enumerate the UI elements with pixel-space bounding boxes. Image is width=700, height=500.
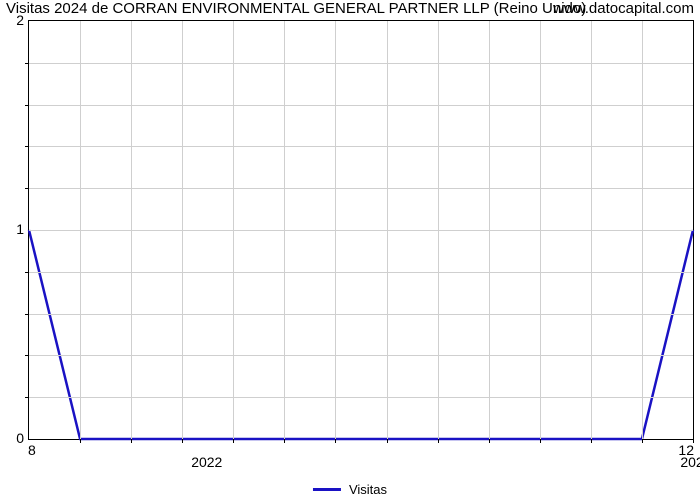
x-tick-label: 2022 xyxy=(191,454,222,470)
grid-line-horizontal xyxy=(29,146,693,147)
x-minor-tick xyxy=(540,439,541,443)
grid-line-horizontal xyxy=(29,397,693,398)
y-minor-tick xyxy=(25,272,29,273)
x-minor-tick xyxy=(131,439,132,443)
grid-line-horizontal xyxy=(29,314,693,315)
grid-line-horizontal xyxy=(29,272,693,273)
plot-area xyxy=(28,20,694,440)
x-under-left-label: 8 xyxy=(28,442,36,458)
grid-line-horizontal xyxy=(29,188,693,189)
watermark-text: www.datocapital.com xyxy=(553,0,694,17)
y-minor-tick xyxy=(25,63,29,64)
x-minor-tick xyxy=(233,439,234,443)
x-tick-label: 202 xyxy=(680,454,700,470)
grid-line-horizontal xyxy=(29,355,693,356)
x-minor-tick xyxy=(80,439,81,443)
grid-line-horizontal xyxy=(29,63,693,64)
series-polyline xyxy=(29,230,693,439)
chart-title: Visitas 2024 de CORRAN ENVIRONMENTAL GEN… xyxy=(6,0,586,17)
x-minor-tick xyxy=(387,439,388,443)
x-minor-tick xyxy=(489,439,490,443)
legend-label: Visitas xyxy=(349,482,387,497)
x-minor-tick xyxy=(438,439,439,443)
y-minor-tick xyxy=(25,146,29,147)
x-minor-tick xyxy=(284,439,285,443)
x-minor-tick xyxy=(335,439,336,443)
legend-swatch xyxy=(313,488,341,491)
grid-line-horizontal xyxy=(29,230,693,231)
x-minor-tick xyxy=(591,439,592,443)
page-root: Visitas 2024 de CORRAN ENVIRONMENTAL GEN… xyxy=(0,0,700,500)
y-minor-tick xyxy=(25,397,29,398)
y-tick-label: 2 xyxy=(16,12,24,28)
y-tick-label: 0 xyxy=(16,430,24,446)
y-minor-tick xyxy=(25,314,29,315)
x-minor-tick xyxy=(182,439,183,443)
grid-line-horizontal xyxy=(29,105,693,106)
y-tick-label: 1 xyxy=(16,221,24,237)
y-minor-tick xyxy=(25,355,29,356)
y-minor-tick xyxy=(25,105,29,106)
legend: Visitas xyxy=(313,482,387,497)
x-minor-tick xyxy=(642,439,643,443)
y-minor-tick xyxy=(25,188,29,189)
